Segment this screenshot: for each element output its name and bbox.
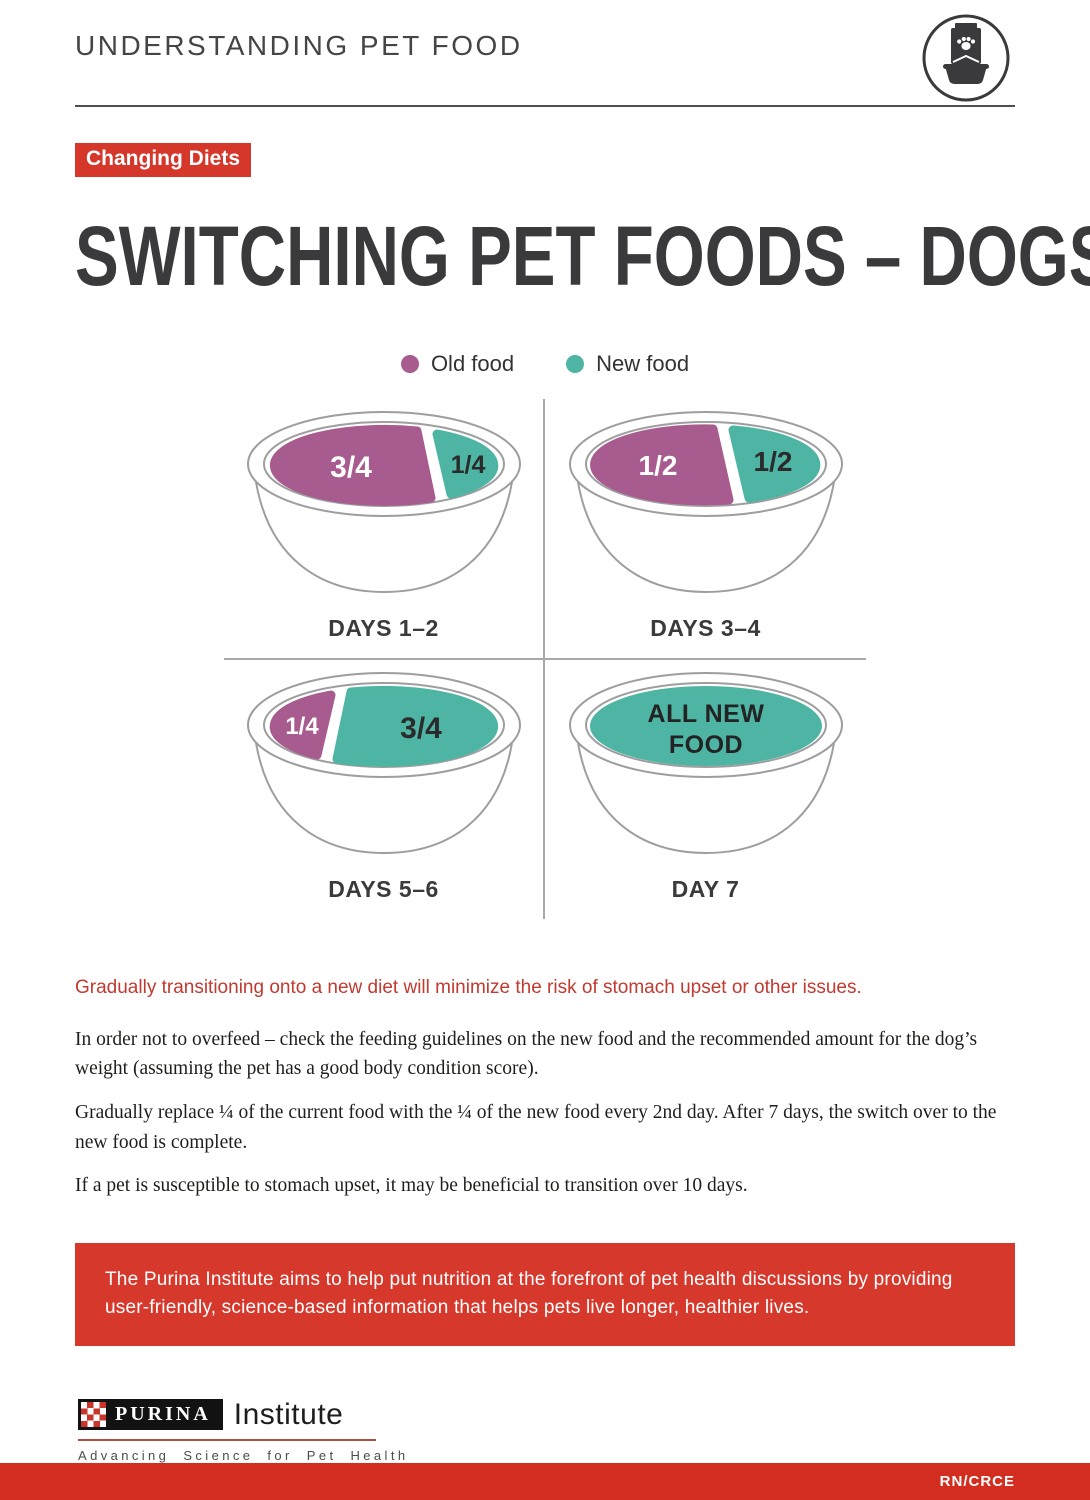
info-banner: The Purina Institute aims to help put nu… — [75, 1242, 1015, 1346]
logo-tagline: Advancing Science for Pet Health — [78, 1447, 409, 1463]
purina-institute-logo: PURINA Institute Advancing Science for P… — [78, 1397, 409, 1463]
legend-item-new-food: New food — [566, 351, 689, 377]
transition-diagram-grid: 3/4 1/4 DAYS 1–2 1/2 1/2 DAYS 3–4 — [224, 398, 866, 919]
new-food-dot-icon — [566, 354, 585, 373]
footer-bar: RN/CRCE — [0, 1463, 1090, 1500]
body-paragraph-1: In order not to overfeed – check the fee… — [75, 1028, 978, 1080]
footer-code: RN/CRCE — [939, 1473, 1015, 1490]
legend: Old food New food — [0, 351, 1090, 377]
day-label: DAYS 5–6 — [328, 875, 439, 902]
portion-old-label: 1/4 — [285, 713, 319, 740]
body-copy: In order not to overfeed – check the fee… — [75, 1025, 1015, 1201]
bowl-cell-days-5-6: 1/4 3/4 DAYS 5–6 — [224, 659, 545, 919]
portion-new-label: 1/2 — [753, 446, 792, 477]
header-title: UNDERSTANDING PET FOOD — [75, 30, 523, 61]
day-label: DAYS 3–4 — [650, 614, 761, 641]
legend-label-new-food: New food — [596, 350, 690, 376]
body-paragraph-2: Gradually replace ¼ of the current food … — [75, 1102, 997, 1153]
bowl-cell-days-1-2: 3/4 1/4 DAYS 1–2 — [224, 398, 545, 660]
bowl-cell-days-3-4: 1/2 1/2 DAYS 3–4 — [545, 399, 866, 660]
portion-new-label: 1/4 — [450, 451, 485, 479]
institute-wordmark: Institute — [233, 1397, 344, 1431]
legend-label-old-food: Old food — [430, 350, 515, 376]
page-header: UNDERSTANDING PET FOOD — [0, 0, 1090, 105]
old-food-dot-icon — [400, 354, 419, 373]
header-divider — [75, 105, 1015, 107]
portion-new-label-line1: ALL NEW — [647, 700, 764, 728]
day-label: DAYS 1–2 — [328, 614, 439, 641]
legend-item-old-food: Old food — [400, 350, 515, 377]
body-paragraph-3: If a pet is susceptible to stomach upset… — [75, 1175, 748, 1197]
purina-wordmark-box: PURINA — [78, 1399, 223, 1431]
purina-checkerboard-icon — [81, 1402, 106, 1428]
page-title: SWITCHING PET FOODS – DOGS — [75, 209, 1090, 303]
purina-wordmark: PURINA — [115, 1403, 211, 1426]
bowl-illustration-days-1-2: 3/4 1/4 — [246, 410, 521, 593]
bowl-cell-day-7: ALL NEW FOOD DAY 7 — [545, 660, 866, 919]
banner-text: The Purina Institute aims to help put nu… — [105, 1268, 953, 1319]
changing-diets-badge: Changing Diets — [75, 143, 252, 177]
portion-new-label-line2: FOOD — [668, 731, 742, 759]
logo-divider — [78, 1438, 376, 1441]
highlight-text: Gradually transitioning onto a new diet … — [75, 976, 862, 998]
portion-old-label: 3/4 — [330, 451, 372, 484]
bowl-illustration-day-7: ALL NEW FOOD — [568, 671, 843, 854]
pet-food-bag-and-bowl-icon — [920, 12, 1012, 109]
bowl-illustration-days-5-6: 1/4 3/4 — [246, 671, 521, 854]
portion-new-label: 3/4 — [400, 712, 442, 745]
day-label: DAY 7 — [671, 875, 740, 902]
portion-old-label: 1/2 — [638, 450, 677, 481]
bowl-illustration-days-3-4: 1/2 1/2 — [568, 410, 843, 593]
